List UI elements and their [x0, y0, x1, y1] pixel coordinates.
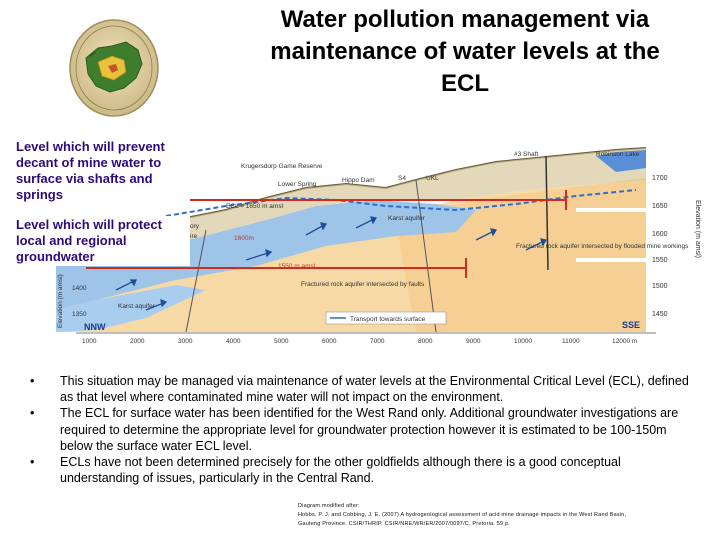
left-axis: Elevation (m amsl) 1400 1350 [57, 274, 87, 328]
y-axis-title-right: Elevation (m amsl) [694, 200, 701, 258]
x-axis-ticks: 1000 2000 3000 4000 5000 6000 7000 8000 … [82, 338, 637, 345]
citation-line: Hobbs, P. J. and Cobbing, J. E. (2007) A… [298, 512, 627, 518]
title-line-2: maintenance of water levels at the [270, 38, 660, 65]
bullet-item: • This situation may be managed via main… [24, 373, 694, 405]
bullet-marker: • [30, 455, 35, 470]
left-tick: 1400 [72, 285, 87, 292]
callout-decant-level: Level which will prevent decant of mine … [14, 138, 190, 204]
x-tick: 5000 [274, 338, 289, 345]
bullet-marker: • [30, 406, 35, 421]
y-tick: 1650 [652, 203, 668, 210]
callout-groundwater-level: Level which will protect local and regio… [14, 216, 190, 266]
bullet-text: ECLs have not been determined precisely … [60, 455, 621, 486]
title-line-1: Water pollution management via [280, 6, 650, 33]
left-tick: 1350 [72, 311, 87, 318]
label-fractured-faults: Fractured rock aquifer intersected by fa… [301, 281, 425, 288]
label-fragment-2: ire [190, 233, 198, 240]
bullet-marker: • [30, 374, 35, 388]
label-lower-spring: Lower Spring [278, 181, 317, 188]
label-fractured-flooded: Fractured rock aquifer intersected by fl… [516, 243, 689, 250]
x-tick: 12000 m [612, 338, 637, 345]
y-tick: 1600 [652, 231, 668, 238]
label-ecl: ECL = 1650 m amsl [226, 203, 284, 210]
lower-karst-zone [56, 285, 206, 332]
x-tick: 1000 [82, 338, 97, 345]
x-tick: 11000 [562, 338, 580, 345]
x-tick: 2000 [130, 338, 145, 345]
robinson-lake-shape [596, 150, 646, 172]
bullet-item: • ECLs have not been determined precisel… [24, 454, 694, 486]
legend-box [325, 311, 447, 325]
y-tick: 1700 [652, 175, 668, 182]
south-africa-map-logo [69, 19, 159, 117]
label-s4: S4 [398, 175, 406, 182]
label-hippo-dam: Hippo Dam [342, 177, 375, 184]
title-line-3: ECL [441, 70, 489, 97]
x-tick: 3000 [178, 338, 193, 345]
dolomite-karst-zone [56, 200, 476, 310]
label-level-1600: 1600m [234, 235, 254, 242]
label-ukl: UKL [426, 175, 439, 182]
bullet-item: • The ECL for surface water has been ide… [24, 405, 694, 454]
level-bar-1 [576, 208, 646, 212]
label-karst-lower: Karst aquifer [118, 303, 156, 310]
label-lake: Robinson Lake [596, 151, 640, 158]
y-tick: 1550 [652, 257, 668, 264]
x-tick: 6000 [322, 338, 337, 345]
y-tick: 1450 [652, 311, 668, 318]
bullet-text: This situation may be managed via mainte… [60, 374, 689, 405]
label-legend: Transport towards surface [350, 316, 426, 323]
flow-arrows [115, 216, 548, 311]
water-table-line [165, 189, 637, 217]
label-fragment-1: ory [190, 223, 200, 230]
y-axis-title-left: Elevation (m amsl) [57, 274, 64, 328]
label-karst-upper: Karst aquifer [388, 215, 426, 222]
citation-line: Diagram modified after: [298, 503, 360, 509]
citation: Diagram modified after: Hobbs, P. J. and… [298, 502, 698, 529]
citation-line: Gauteng Province. CSIR/THRIP. CSIR/NRE/W… [298, 521, 510, 527]
fault-line-2 [185, 229, 207, 333]
label-krugersdorp: Krugersdorp Game Reserve [241, 163, 323, 170]
bullet-list: • This situation may be managed via main… [24, 373, 694, 486]
y-tick: 1500 [652, 283, 668, 290]
right-axis: 1700 1650 1600 1550 1500 1450 Elevation … [652, 175, 701, 318]
x-tick: 4000 [226, 338, 241, 345]
orientation-right: SSE [622, 320, 640, 330]
slide-title: Water pollution management via maintenan… [215, 4, 715, 100]
orientation-left: NNW [84, 322, 106, 332]
label-level-1550: 1550 m amsl [278, 263, 316, 270]
bullet-text: The ECL for surface water has been ident… [60, 406, 679, 453]
shaft-line [545, 155, 549, 271]
fault-line-1 [415, 179, 437, 333]
x-tick: 10000 [514, 338, 532, 345]
x-tick: 8000 [418, 338, 433, 345]
label-shaft: #3 Shaft [514, 151, 538, 158]
level-bar-2 [576, 258, 646, 262]
x-tick: 9000 [466, 338, 481, 345]
x-tick: 7000 [370, 338, 385, 345]
